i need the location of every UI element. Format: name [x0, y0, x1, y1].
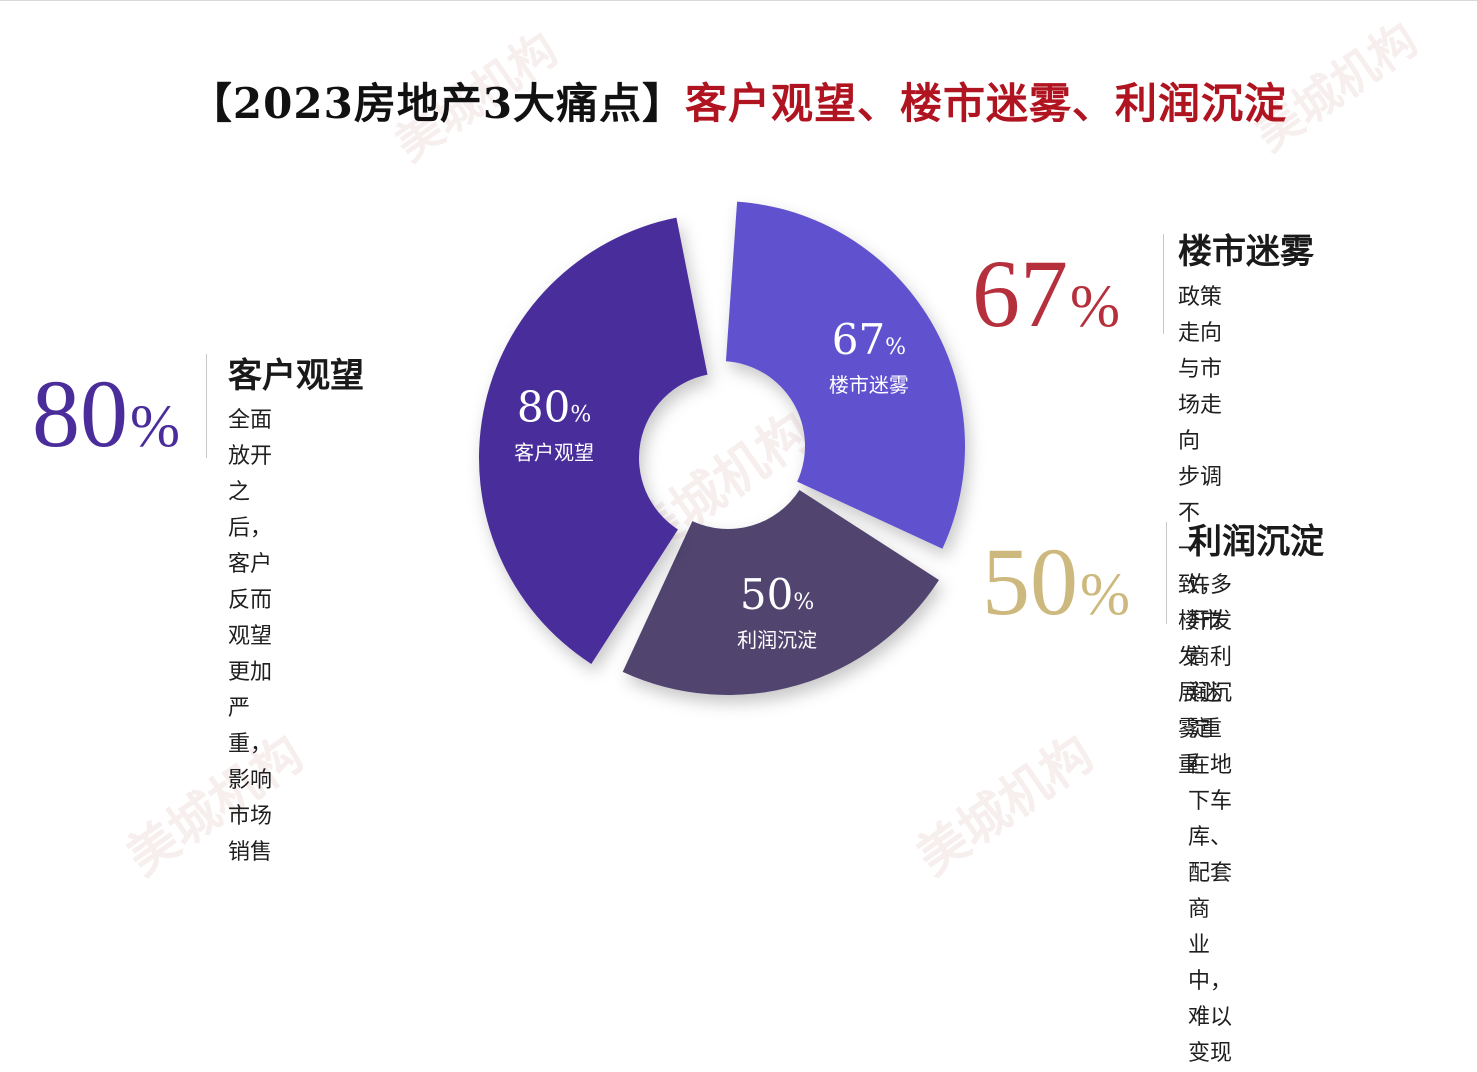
slide-title: 【2023房地产3大痛点】客户观望、楼市迷雾、利润沉淀 [0, 70, 1477, 131]
donut-segment-2 [725, 201, 965, 549]
callout-kehu-pct: 80% [32, 366, 180, 462]
callout-loushi-heading: 楼市迷雾 [1178, 232, 1314, 272]
callout-lirun-line: 在地下车库、配套商 [1188, 753, 1233, 922]
donut-value-label: 67% [832, 315, 906, 364]
donut-category-label: 楼市迷雾 [829, 373, 909, 397]
callout-kehu-line: 影响市场销售 [228, 768, 273, 865]
callout-kehu-heading: 客户观望 [228, 356, 364, 396]
donut-labels: 67% 楼市迷雾 50% 利润沉淀 80% 客户观望 [514, 315, 909, 652]
top-border [0, 0, 1477, 1]
callout-loushi-pct-value: 67 [972, 240, 1068, 347]
title-highlight: 客户观望、楼市迷雾、利润沉淀 [685, 79, 1288, 128]
donut-segment-1 [479, 217, 708, 664]
callout-lirun-line: 许多开发商利润沉淀 [1188, 573, 1233, 742]
callout-kehu-pct-value: 80 [32, 360, 128, 467]
callout-lirun-pct-sign: % [1080, 561, 1130, 627]
callout-lirun-line: 业中，难以变现 [1188, 933, 1233, 1066]
watermark-bottom-right: 美城机构 [905, 723, 1104, 887]
callout-kehu-desc: 全面放开之后，客户 反而观望更加严重， 影响市场销售 [228, 403, 272, 871]
callout-kehu-pct-sign: % [130, 393, 180, 459]
callout-loushi-line: 展迷雾重重 [1178, 681, 1223, 778]
donut-category-label: 客户观望 [514, 441, 594, 465]
callout-loushi-desc: 政策走向与市场走向 步调不 一致，楼市发 展迷雾重重 [1178, 280, 1222, 784]
callout-loushi-divider [1163, 234, 1164, 334]
callout-loushi-pct: 67% [972, 246, 1120, 342]
donut-segment-3 [622, 490, 939, 695]
callout-lirun-heading: 利润沉淀 [1188, 522, 1324, 562]
donut-category-label: 利润沉淀 [737, 628, 817, 652]
callout-kehu-divider [206, 354, 207, 458]
donut-chart: 67% 楼市迷雾 50% 利润沉淀 80% 客户观望 [479, 201, 965, 695]
donut-value-label: 50% [740, 570, 814, 619]
callout-lirun-divider [1166, 522, 1167, 624]
callout-lirun-pct: 50% [982, 534, 1130, 630]
watermark-bottom-left: 美城机构 [115, 723, 314, 887]
donut-value-label: 80% [517, 383, 591, 432]
callout-loushi-line: 政策走向与市场走向 [1178, 285, 1223, 454]
title-prefix: 【2023房地产3大痛点】 [189, 79, 686, 128]
callout-kehu-line: 全面放开之后，客户 [228, 408, 273, 577]
callout-kehu-line: 反而观望更加严重， [228, 588, 273, 757]
donut-segments [479, 201, 965, 695]
callout-lirun-pct-value: 50 [982, 528, 1078, 635]
callout-lirun-desc: 许多开发商利润沉淀 在地下车库、配套商 业中，难以变现 [1188, 568, 1232, 1072]
callout-loushi-pct-sign: % [1070, 273, 1120, 339]
callout-loushi-line: 步调不 一致，楼市发 [1178, 465, 1223, 670]
